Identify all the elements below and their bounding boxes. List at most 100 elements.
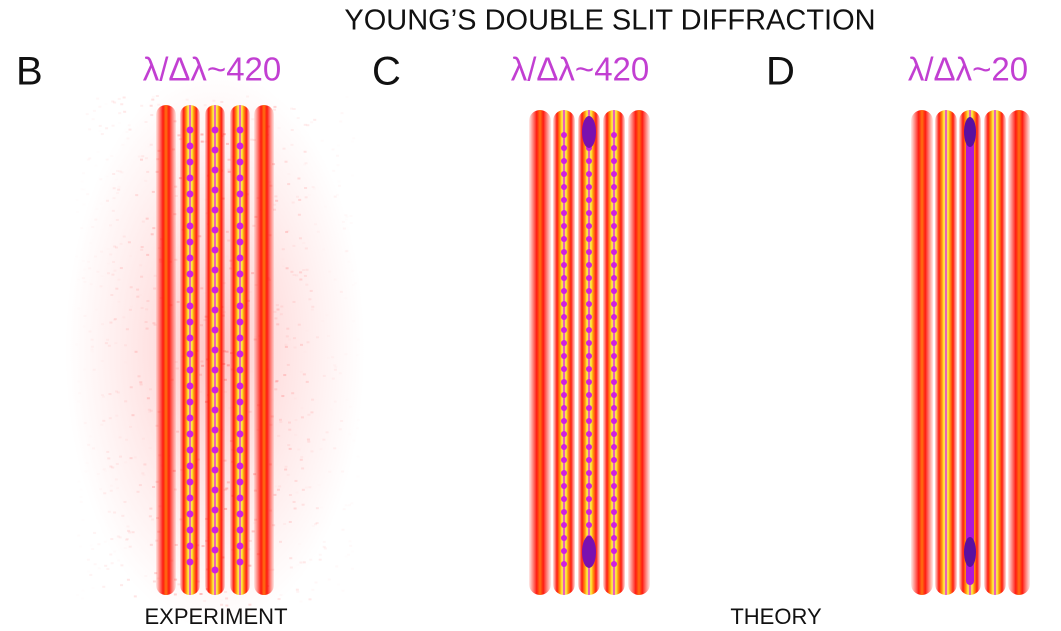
speckle — [330, 409, 333, 411]
speckle — [302, 268, 306, 271]
speckle — [149, 447, 152, 449]
speckle — [119, 242, 123, 245]
speckle — [97, 543, 101, 546]
speckle — [81, 590, 84, 592]
fringe-spot — [561, 496, 567, 502]
speckle — [309, 558, 313, 561]
speckle — [129, 425, 133, 428]
speckle — [152, 227, 156, 230]
speckle — [139, 264, 142, 266]
fringe-spot — [611, 366, 617, 372]
speckle — [199, 592, 203, 595]
speckle — [303, 274, 307, 277]
speckle — [128, 308, 132, 311]
fringe-spot — [211, 126, 219, 134]
speckle — [77, 278, 80, 280]
speckle — [97, 151, 100, 153]
speckle — [339, 121, 342, 123]
fringe-spot — [586, 262, 592, 268]
fringe — [984, 110, 1006, 595]
speckle — [92, 109, 96, 112]
fringe-spot — [561, 171, 567, 177]
speckle — [304, 162, 308, 165]
speckle — [200, 133, 204, 136]
speckle — [129, 386, 133, 389]
speckle — [108, 417, 112, 420]
speckle — [320, 506, 323, 508]
fringe-spot — [186, 414, 194, 422]
speckle — [90, 338, 94, 341]
fringe-spot — [586, 496, 592, 502]
fringe-spot — [611, 184, 617, 190]
speckle — [273, 203, 277, 206]
fringe-spot — [586, 470, 592, 476]
speckle — [306, 330, 309, 332]
speckle — [113, 269, 117, 272]
speckle — [147, 146, 150, 148]
speckle — [294, 398, 297, 400]
speckle — [300, 371, 303, 373]
speckle — [332, 148, 335, 150]
speckle — [91, 587, 94, 589]
speckle — [293, 346, 297, 349]
speckle — [328, 471, 331, 473]
speckle — [312, 525, 315, 527]
speckle — [295, 195, 299, 198]
speckle — [140, 275, 144, 278]
speckle — [275, 304, 279, 307]
speckle — [286, 230, 289, 232]
fringe-spot — [211, 246, 219, 254]
speckle — [131, 531, 135, 534]
fringe-spot — [586, 379, 592, 385]
fringe-spot — [611, 327, 617, 333]
speckle — [310, 121, 314, 124]
speckle — [118, 536, 122, 539]
speckle — [110, 485, 113, 487]
speckle — [332, 170, 335, 172]
speckle — [288, 447, 292, 450]
fringe-spot — [186, 510, 194, 518]
speckle — [114, 342, 117, 344]
speckle — [117, 279, 120, 281]
fringe-spot — [186, 430, 194, 438]
speckle — [288, 421, 292, 424]
speckle — [131, 414, 135, 417]
speckle — [273, 493, 277, 496]
fringe-spot — [211, 166, 219, 174]
speckle — [227, 158, 231, 161]
speckle — [140, 306, 144, 309]
speckle — [96, 97, 100, 100]
speckle — [127, 241, 131, 244]
fringe-spot — [186, 126, 194, 134]
speckle — [111, 124, 115, 127]
speckle — [300, 407, 303, 409]
speckle — [310, 411, 314, 414]
speckle — [106, 338, 110, 341]
speckle — [152, 322, 156, 325]
peak — [964, 537, 976, 567]
peak — [582, 116, 596, 148]
speckle — [128, 128, 132, 131]
speckle — [288, 494, 292, 497]
fringe-spot — [561, 483, 567, 489]
speckle — [115, 462, 119, 465]
speckle — [201, 364, 205, 367]
speckle — [129, 286, 133, 289]
speckle — [226, 481, 230, 484]
fringe-spot — [211, 146, 219, 154]
peak — [582, 536, 596, 568]
fringe-spot — [586, 327, 592, 333]
fringe-spot — [211, 326, 219, 334]
fringe-spot — [561, 561, 567, 567]
speckle — [79, 545, 82, 547]
fringe-spot — [186, 286, 194, 294]
speckle — [91, 447, 95, 450]
speckle — [299, 271, 303, 274]
speckle — [327, 357, 330, 359]
fringe-spot — [611, 444, 617, 450]
figure-title: YOUNG’S DOUBLE SLIT DIFFRACTION — [344, 5, 875, 37]
speckle — [345, 399, 348, 401]
speckle — [220, 100, 224, 103]
fringe-spot — [211, 366, 219, 374]
fringe-spot — [561, 340, 567, 346]
